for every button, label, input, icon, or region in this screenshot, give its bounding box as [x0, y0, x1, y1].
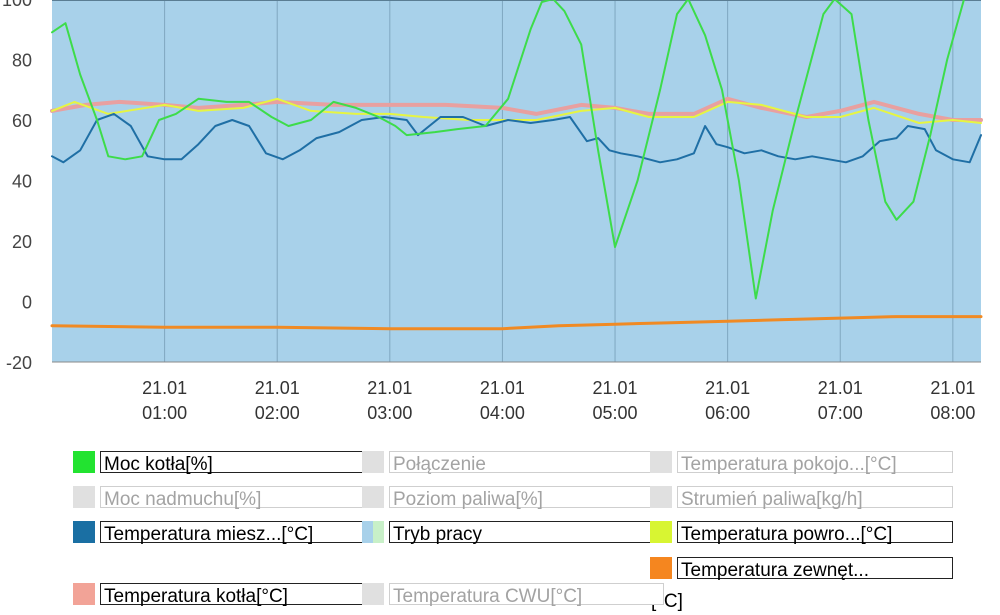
legend-item-strumien-paliwa[interactable]: Strumień paliwa[kg/h] — [650, 486, 953, 510]
legend-item-temperatura-powrotu[interactable]: Temperatura powro...[°C] — [650, 521, 953, 545]
x-tick-time: 01:00 — [142, 403, 187, 423]
series-line-temperatura-kot-a-c — [50, 96, 983, 122]
legend-swatch — [362, 486, 384, 508]
x-tick-date: 21.01 — [367, 378, 412, 398]
y-tick-label: 80 — [12, 51, 32, 71]
y-axis: -20 0 20 40 60 80 100 — [2, 0, 32, 373]
x-tick-time: 05:00 — [593, 403, 638, 423]
x-tick-date: 21.01 — [480, 378, 525, 398]
legend-label: Temperatura CWU[°C] — [393, 586, 583, 607]
x-tick-date: 21.01 — [930, 378, 975, 398]
legend-box[interactable]: Strumień paliwa[kg/h] — [677, 486, 953, 510]
legend-box[interactable]: Temperatura kotła[°C] — [100, 583, 378, 607]
legend-label: Temperatura zewnęt... — [681, 560, 869, 581]
legend-label: Poziom paliwa[%] — [393, 489, 543, 510]
legend-item-temperatura-kotla[interactable]: Temperatura kotła[°C] — [73, 583, 378, 607]
x-tick-date: 21.01 — [818, 378, 863, 398]
legend-swatch — [73, 486, 95, 508]
series-lines — [50, 0, 983, 331]
legend-item-moc-kotla[interactable]: Moc kotła[%] — [73, 451, 378, 475]
x-tick-time: 04:00 — [480, 403, 525, 423]
legend-label: Temperatura miesz...[°C] — [104, 524, 314, 545]
x-tick-date: 21.01 — [593, 378, 638, 398]
series-line-temperatura-powro-c — [51, 97, 982, 124]
legend-swatch — [650, 451, 672, 473]
x-tick-time: 06:00 — [705, 403, 750, 423]
legend-item-temperatura-pokojowa[interactable]: Temperatura pokojo...[°C] — [650, 451, 953, 475]
grid-lines — [52, 0, 981, 363]
legend-label: Moc nadmuchu[%] — [104, 489, 262, 510]
legend-label: Połączenie — [393, 454, 486, 475]
plot-area — [52, 0, 981, 362]
y-tick-label: 60 — [12, 111, 32, 131]
x-tick-time: 08:00 — [930, 403, 975, 423]
legend-box[interactable]: Moc nadmuchu[%] — [100, 486, 378, 510]
legend-label: Temperatura pokojo...[°C] — [681, 454, 897, 475]
legend-item-temperatura-mieszacza[interactable]: Temperatura miesz...[°C] — [73, 521, 378, 545]
series-line-temperatura-zewne-t-c — [50, 315, 983, 331]
series-line-temperatura-miesz-c — [51, 112, 982, 164]
series-line-moc-kot-a — [51, 0, 965, 300]
legend-label: Strumień paliwa[kg/h] — [681, 489, 863, 510]
legend-label: Moc kotła[%] — [104, 454, 213, 475]
x-tick-time: 02:00 — [255, 403, 300, 423]
legend-item-temperatura-cwu[interactable]: Temperatura CWU[°C] — [362, 583, 664, 607]
legend-box[interactable]: Temperatura pokojo...[°C] — [677, 451, 953, 475]
legend-item-tryb-pracy[interactable]: Tryb pracy — [362, 521, 664, 545]
legend-swatch — [650, 486, 672, 508]
legend-box[interactable]: Połączenie — [389, 451, 664, 475]
legend-swatch — [73, 451, 95, 473]
legend-item-poziom-paliwa[interactable]: Poziom paliwa[%] — [362, 486, 664, 510]
legend-box[interactable]: Poziom paliwa[%] — [389, 486, 664, 510]
x-axis: 21.01 01:00 21.01 02:00 21.01 03:00 21.01 04:00… — [142, 378, 975, 423]
y-tick-label: 100 — [2, 0, 32, 10]
legend-swatch — [73, 583, 95, 605]
x-tick-time: 03:00 — [367, 403, 412, 423]
legend-label: Temperatura powro...[°C] — [681, 524, 893, 545]
legend-item-moc-nadmuchu[interactable]: Moc nadmuchu[%] — [73, 486, 378, 510]
legend-swatch — [362, 583, 384, 605]
legend-box[interactable]: Temperatura miesz...[°C] — [100, 521, 378, 545]
legend-swatch — [650, 521, 672, 543]
y-tick-label: 0 — [22, 293, 32, 313]
legend-label: Tryb pracy — [393, 524, 483, 545]
x-tick-date: 21.01 — [705, 378, 750, 398]
x-tick-date: 21.01 — [255, 378, 300, 398]
y-tick-label: 40 — [12, 172, 32, 192]
legend-swatch — [362, 521, 384, 543]
legend-item-temperatura-zewnetrzna[interactable]: Temperatura zewnęt... [°C] — [650, 557, 953, 612]
legend-box[interactable]: Tryb pracy — [389, 521, 664, 545]
legend-box[interactable]: Moc kotła[%] — [100, 451, 378, 475]
x-tick-date: 21.01 — [142, 378, 187, 398]
legend-box[interactable]: Temperatura CWU[°C] — [389, 583, 664, 607]
x-tick-time: 07:00 — [818, 403, 863, 423]
legend-box[interactable]: Temperatura powro...[°C] — [677, 521, 953, 545]
legend-item-polaczenie[interactable]: Połączenie — [362, 451, 664, 475]
legend-swatch — [650, 557, 672, 579]
legend-swatch — [73, 521, 95, 543]
legend-label: Temperatura kotła[°C] — [104, 586, 288, 607]
y-tick-label: -20 — [6, 353, 32, 373]
legend-swatch — [362, 451, 384, 473]
legend-box[interactable]: Temperatura zewnęt... — [677, 557, 953, 581]
y-tick-label: 20 — [12, 232, 32, 252]
